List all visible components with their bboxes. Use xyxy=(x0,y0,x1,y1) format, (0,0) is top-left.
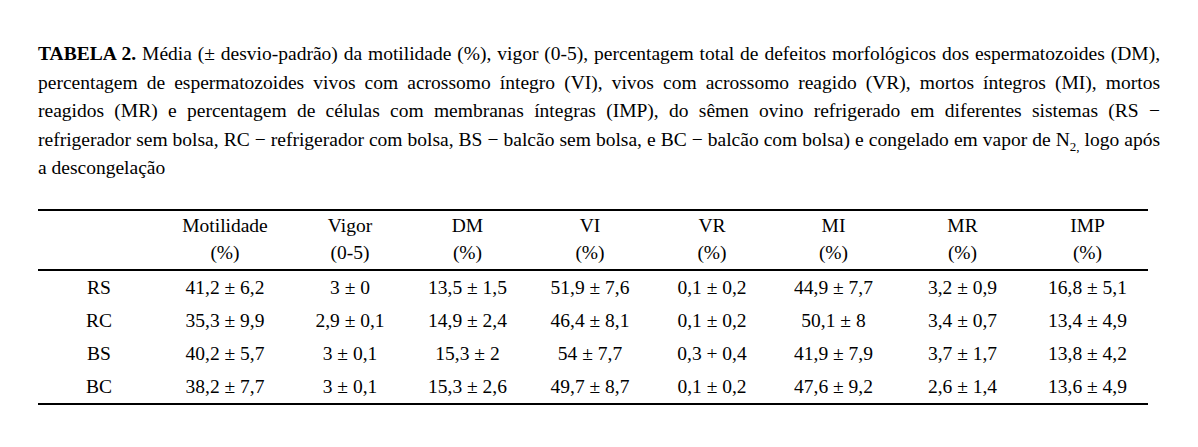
column-unit: (%) xyxy=(898,239,1027,266)
column-unit: (0-5) xyxy=(290,239,410,266)
column-unit: (%) xyxy=(525,239,655,266)
cell-dm: 13,5 ± 1,5 xyxy=(410,270,525,304)
cell-mr: 3,4 ± 0,7 xyxy=(898,304,1027,337)
table-row-bc: BC 38,2 ± 7,7 3 ± 0,1 15,3 ± 2,6 49,7 ± … xyxy=(38,370,1148,404)
column-name: VR xyxy=(655,212,769,239)
cell-dm: 15,3 ± 2 xyxy=(410,337,525,370)
cell-motilidade: 41,2 ± 6,2 xyxy=(160,270,290,304)
cell-vigor: 3 ± 0,1 xyxy=(290,337,410,370)
cell-mr: 2,6 ± 1,4 xyxy=(898,370,1027,404)
row-label: BS xyxy=(38,337,160,370)
cell-imp: 13,4 ± 4,9 xyxy=(1027,304,1148,337)
table-caption: TABELA 2. Média (± desvio-padrão) da mot… xyxy=(38,40,1160,183)
header-imp: IMP (%) xyxy=(1027,210,1148,270)
cell-vi: 51,9 ± 7,6 xyxy=(525,270,655,304)
table-row-rs: RS 41,2 ± 6,2 3 ± 0 13,5 ± 1,5 51,9 ± 7,… xyxy=(38,270,1148,304)
column-unit: (%) xyxy=(160,239,290,266)
row-label: RS xyxy=(38,270,160,304)
header-empty xyxy=(38,210,160,270)
table-caption-label: TABELA 2. xyxy=(38,43,136,64)
cell-imp: 13,6 ± 4,9 xyxy=(1027,370,1148,404)
header-vi: VI (%) xyxy=(525,210,655,270)
header-dm: DM (%) xyxy=(410,210,525,270)
header-mi: MI (%) xyxy=(769,210,898,270)
cell-vigor: 3 ± 0,1 xyxy=(290,370,410,404)
cell-vigor: 2,9 ± 0,1 xyxy=(290,304,410,337)
cell-vr: 0,1 ± 0,2 xyxy=(655,270,769,304)
cell-dm: 15,3 ± 2,6 xyxy=(410,370,525,404)
results-table: Motilidade (%) Vigor (0-5) DM (%) VI (%)… xyxy=(38,209,1148,405)
column-unit: (%) xyxy=(769,239,898,266)
cell-mr: 3,7 ± 1,7 xyxy=(898,337,1027,370)
cell-vi: 46,4 ± 8,1 xyxy=(525,304,655,337)
table-caption-body: Média (± desvio-padrão) da motilidade (%… xyxy=(38,43,1160,150)
table-row-rc: RC 35,3 ± 9,9 2,9 ± 0,1 14,9 ± 2,4 46,4 … xyxy=(38,304,1148,337)
cell-vigor: 3 ± 0 xyxy=(290,270,410,304)
header-vigor: Vigor (0-5) xyxy=(290,210,410,270)
column-name: Motilidade xyxy=(160,212,290,239)
column-name: MR xyxy=(898,212,1027,239)
column-unit: (%) xyxy=(655,239,769,266)
cell-vi: 49,7 ± 8,7 xyxy=(525,370,655,404)
column-unit: (%) xyxy=(410,239,525,266)
cell-vr: 0,3 + 0,4 xyxy=(655,337,769,370)
column-name: IMP xyxy=(1027,212,1148,239)
cell-motilidade: 40,2 ± 5,7 xyxy=(160,337,290,370)
header-mr: MR (%) xyxy=(898,210,1027,270)
column-name: MI xyxy=(769,212,898,239)
cell-mi: 44,9 ± 7,7 xyxy=(769,270,898,304)
header-row: Motilidade (%) Vigor (0-5) DM (%) VI (%)… xyxy=(38,210,1148,270)
header-vr: VR (%) xyxy=(655,210,769,270)
cell-mi: 41,9 ± 7,9 xyxy=(769,337,898,370)
column-name: DM xyxy=(410,212,525,239)
column-unit: (%) xyxy=(1027,239,1148,266)
header-motilidade: Motilidade (%) xyxy=(160,210,290,270)
cell-vr: 0,1 ± 0,2 xyxy=(655,370,769,404)
cell-motilidade: 38,2 ± 7,7 xyxy=(160,370,290,404)
cell-imp: 16,8 ± 5,1 xyxy=(1027,270,1148,304)
column-name: VI xyxy=(525,212,655,239)
cell-motilidade: 35,3 ± 9,9 xyxy=(160,304,290,337)
row-label: RC xyxy=(38,304,160,337)
cell-mr: 3,2 ± 0,9 xyxy=(898,270,1027,304)
cell-imp: 13,8 ± 4,2 xyxy=(1027,337,1148,370)
cell-dm: 14,9 ± 2,4 xyxy=(410,304,525,337)
paper-page: TABELA 2. Média (± desvio-padrão) da mot… xyxy=(0,0,1198,447)
cell-vr: 0,1 ± 0,2 xyxy=(655,304,769,337)
column-name: Vigor xyxy=(290,212,410,239)
table-row-bs: BS 40,2 ± 5,7 3 ± 0,1 15,3 ± 2 54 ± 7,7 … xyxy=(38,337,1148,370)
cell-mi: 47,6 ± 9,2 xyxy=(769,370,898,404)
cell-mi: 50,1 ± 8 xyxy=(769,304,898,337)
row-label: BC xyxy=(38,370,160,404)
cell-vi: 54 ± 7,7 xyxy=(525,337,655,370)
